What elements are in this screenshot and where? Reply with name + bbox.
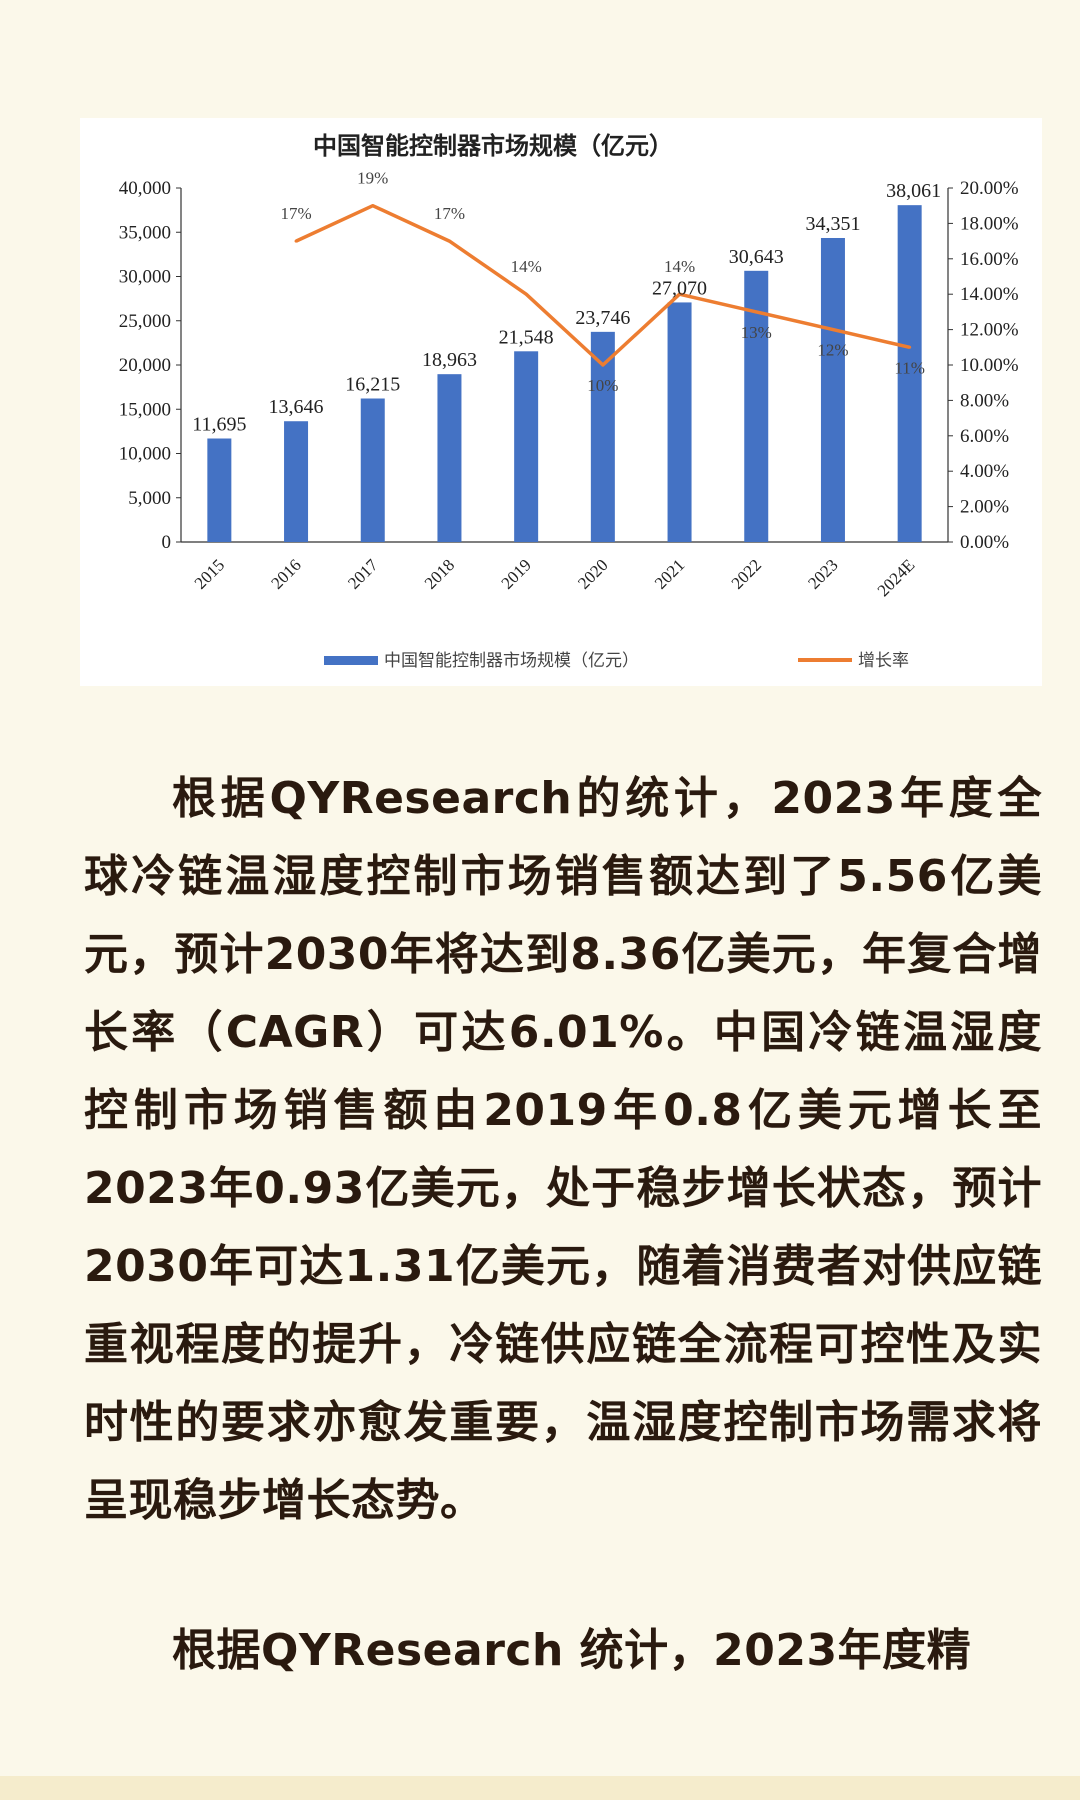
- bar-value-label: 16,215: [345, 373, 400, 395]
- growth-rate-label: 14%: [511, 257, 542, 276]
- left-tick-label: 20,000: [119, 355, 171, 376]
- chart-title: 中国智能控制器市场规模（亿元）: [313, 132, 673, 160]
- left-tick-label: 0: [162, 532, 172, 553]
- x-tick-label: 2021: [651, 555, 688, 592]
- right-tick-label: 20.00%: [960, 178, 1019, 199]
- growth-rate-label: 17%: [280, 204, 311, 223]
- left-tick-label: 25,000: [119, 311, 171, 332]
- right-tick-label: 16.00%: [960, 249, 1019, 270]
- bar-value-label: 18,963: [422, 349, 477, 371]
- bar-value-label: 27,070: [652, 277, 707, 299]
- bottom-band: [0, 1776, 1080, 1800]
- x-tick-label: 2023: [804, 555, 841, 592]
- bar-2022: [744, 270, 769, 542]
- growth-rate-label: 14%: [664, 257, 695, 276]
- x-tick-label: 2022: [728, 555, 765, 592]
- bars-layer: [207, 205, 922, 542]
- growth-rate-point-2023: [831, 328, 835, 332]
- right-tick-label: 18.00%: [960, 213, 1019, 234]
- left-tick-label: 40,000: [119, 178, 171, 199]
- growth-rate-point-2016: [294, 239, 298, 243]
- right-tick-label: 4.00%: [960, 461, 1009, 482]
- bar-2015: [207, 438, 232, 542]
- bar-2024E: [897, 205, 922, 542]
- bar-2017: [360, 398, 385, 542]
- growth-rate-point-2017: [371, 204, 375, 208]
- bar-2020: [590, 331, 615, 542]
- bar-2019: [514, 351, 539, 542]
- growth-rate-point-2019: [524, 292, 528, 296]
- left-tick-label: 30,000: [119, 267, 171, 288]
- x-tick-label: 2024E: [874, 555, 919, 600]
- growth-rate-label: 13%: [741, 323, 772, 342]
- left-tick-label: 35,000: [119, 222, 171, 243]
- axes-layer: 0 5,000 10,000 15,000 20,000 25,000 30,000 35,0…: [119, 178, 1019, 600]
- bar-value-label: 23,746: [575, 307, 630, 329]
- bar-value-label: 11,695: [192, 413, 246, 435]
- bar-value-label: 34,351: [805, 213, 860, 235]
- right-tick-label: 0.00%: [960, 532, 1009, 553]
- right-tick-label: 2.00%: [960, 497, 1009, 518]
- bar-2018: [437, 374, 462, 542]
- right-tick-label: 8.00%: [960, 390, 1009, 411]
- growth-rate-point-2020: [601, 363, 605, 367]
- x-tick-label: 2016: [267, 555, 304, 592]
- article-paragraph-2: 根据QYResearch 统计，2023年度精: [172, 1625, 972, 1676]
- right-tick-label: 12.00%: [960, 320, 1019, 341]
- x-tick-label: 2015: [191, 555, 228, 592]
- left-tick-label: 5,000: [128, 488, 171, 509]
- legend-bar-swatch: [324, 656, 378, 665]
- right-tick-label: 10.00%: [960, 355, 1019, 376]
- growth-rate-point-2022: [754, 310, 758, 314]
- growth-rate-label: 11%: [894, 358, 925, 377]
- bar-value-label: 38,061: [886, 180, 941, 202]
- legend-bar-label: 中国智能控制器市场规模（亿元）: [384, 651, 639, 671]
- chart-legend: 中国智能控制器市场规模（亿元） 增长率: [324, 651, 909, 671]
- x-tick-label: 2019: [498, 555, 535, 592]
- chart-svg: 中国智能控制器市场规模（亿元） 0 5,000 10,000 15,000 20,000…: [119, 132, 1019, 671]
- legend-line-label: 增长率: [858, 651, 909, 671]
- right-tick-label: 6.00%: [960, 426, 1009, 447]
- growth-rate-point-2018: [447, 239, 451, 243]
- x-tick-label: 2017: [344, 555, 382, 593]
- bar-2021: [667, 302, 692, 542]
- growth-rate-point-2021: [678, 292, 682, 296]
- line-layer: [294, 203, 912, 367]
- article-body: 根据QYResearch的统计，2023年度全球冷链温湿度控制市场销售额达到了5…: [84, 760, 1042, 1690]
- bar-2016: [284, 421, 309, 542]
- bar-value-label: 21,548: [499, 326, 554, 348]
- bar-value-label: 13,646: [269, 396, 324, 418]
- labels-layer: 11,695 13,646 16,215 18,963 21,548 23,746 27,0…: [192, 169, 941, 436]
- bar-2023: [820, 237, 845, 542]
- left-tick-label: 15,000: [119, 399, 171, 420]
- left-tick-label: 10,000: [119, 444, 171, 465]
- right-tick-label: 14.00%: [960, 284, 1019, 305]
- growth-rate-label: 17%: [434, 204, 465, 223]
- bar-value-label: 30,643: [729, 246, 784, 268]
- x-tick-label: 2018: [421, 555, 458, 592]
- growth-rate-label: 19%: [357, 169, 388, 188]
- growth-rate-label: 10%: [587, 376, 618, 395]
- growth-rate-label: 12%: [817, 341, 848, 360]
- article-paragraph-1: 根据QYResearch的统计，2023年度全球冷链温湿度控制市场销售额达到了5…: [84, 773, 1042, 1526]
- x-tick-label: 2020: [574, 555, 611, 592]
- market-size-chart: 中国智能控制器市场规模（亿元） 0 5,000 10,000 15,000 20,000…: [80, 118, 1042, 686]
- growth-rate-point-2024E: [908, 345, 912, 349]
